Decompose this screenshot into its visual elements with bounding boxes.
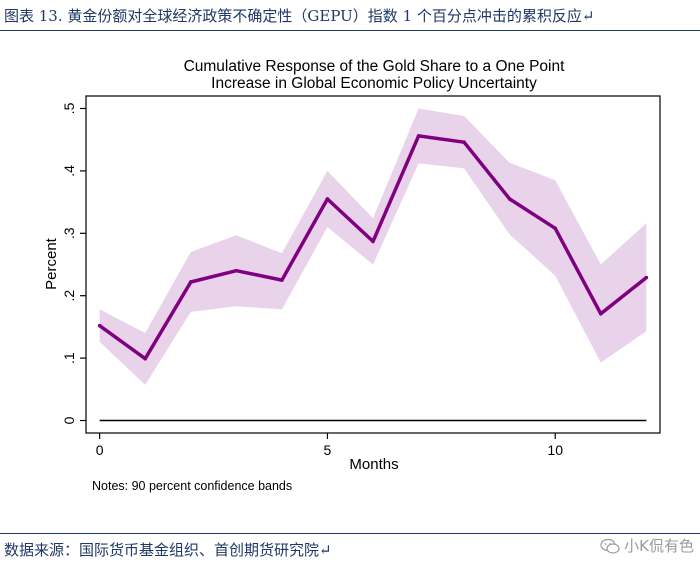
data-point: [416, 134, 421, 138]
data-point: [507, 197, 512, 201]
y-tick-label: .5: [61, 102, 77, 114]
plot-frame: [85, 95, 661, 434]
data-point: [462, 140, 466, 144]
source-footer: 数据来源：国际货币基金组织、首创期货研究院↵ 小K侃有色: [0, 534, 700, 561]
y-axis: 0 .1 .2 .3 .4 .5: [61, 102, 86, 424]
data-point: [325, 197, 330, 201]
data-point: [143, 356, 148, 361]
watermark-text: 小K侃有色: [624, 537, 694, 555]
x-tick-label: 10: [547, 442, 563, 458]
y-tick-label: .3: [61, 227, 77, 239]
confidence-band: [99, 108, 647, 385]
wechat-icon: [600, 538, 620, 554]
x-axis-label: Months: [349, 456, 398, 473]
y-tick-label: .1: [61, 352, 77, 364]
watermark: 小K侃有色: [600, 535, 694, 556]
series-points: [97, 134, 649, 361]
data-point: [371, 239, 375, 244]
y-tick-label: 0: [61, 416, 77, 424]
data-point: [644, 275, 649, 280]
figure-caption: 图表 13. 黄金份额对全球经济政策不确定性（GEPU）指数 1 个百分点冲击的…: [4, 7, 595, 25]
chart-title: Cumulative Response of the Gold Share to…: [184, 58, 566, 75]
source-note: 数据来源：国际货币基金组织、首创期货研究院↵: [4, 541, 332, 559]
chart-container: Cumulative Response of the Gold Share to…: [8, 38, 692, 503]
data-point: [598, 312, 603, 316]
y-tick-label: .2: [61, 290, 77, 302]
y-axis-label: Percent: [43, 237, 60, 290]
chart-svg: Cumulative Response of the Gold Share to…: [8, 38, 692, 503]
chart-note: Notes: 90 percent confidence bands: [92, 479, 292, 493]
chart-subtitle: Increase in Global Economic Policy Uncer…: [211, 75, 537, 92]
top-divider: [0, 30, 700, 31]
data-point: [97, 323, 102, 328]
bottom-divider: [0, 533, 700, 534]
x-tick-label: 0: [96, 442, 104, 458]
data-point: [188, 280, 193, 284]
y-tick-label: .4: [61, 165, 77, 177]
data-point: [280, 278, 284, 282]
data-point: [234, 268, 239, 273]
data-point: [553, 226, 558, 231]
figure-caption-bar: 图表 13. 黄金份额对全球经济政策不确定性（GEPU）指数 1 个百分点冲击的…: [0, 0, 700, 31]
x-axis: 0 5 10: [96, 433, 563, 458]
x-tick-label: 5: [324, 442, 332, 458]
